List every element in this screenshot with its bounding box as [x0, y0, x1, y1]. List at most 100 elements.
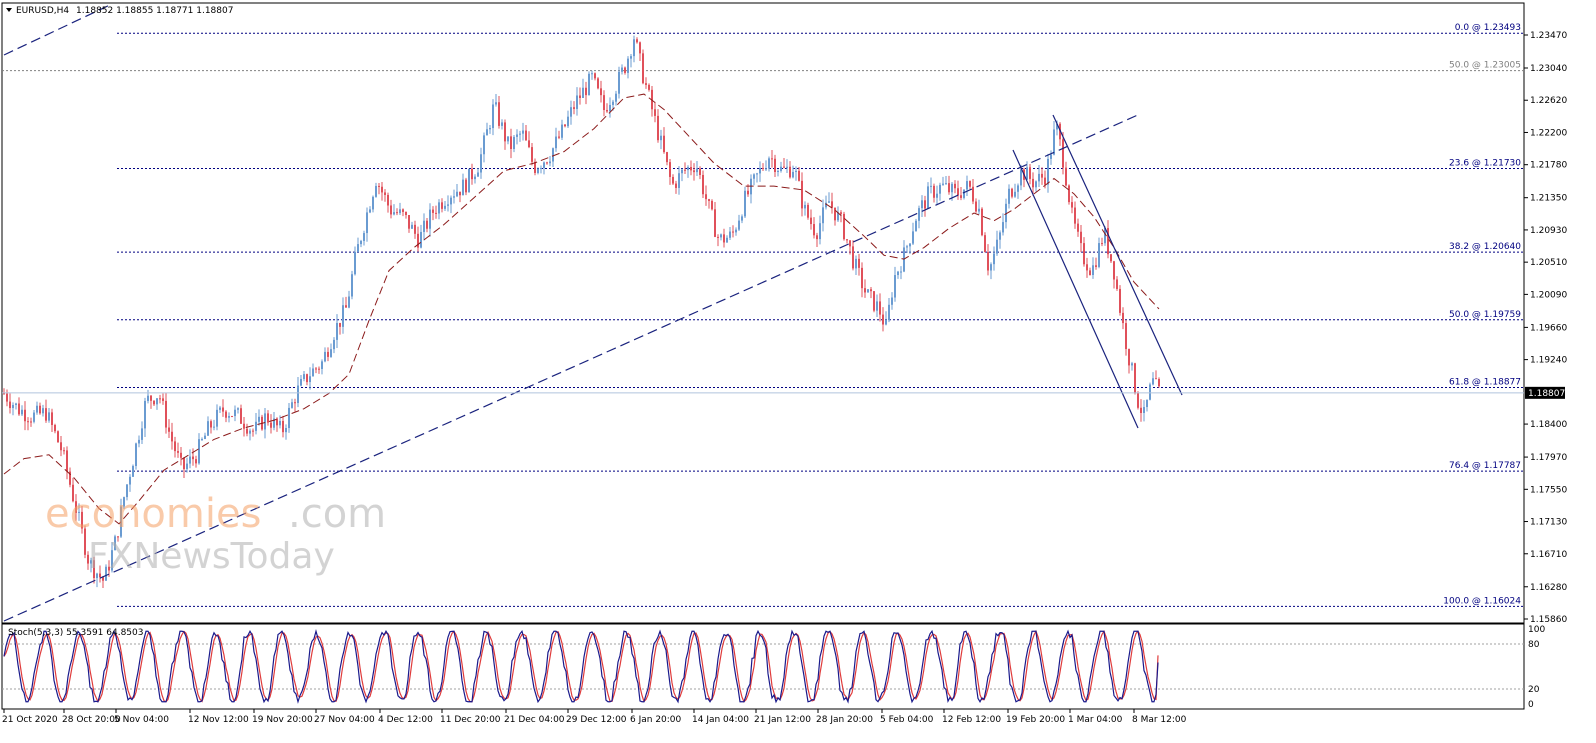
fib-level-label: 23.6 @ 1.21730 [1449, 159, 1521, 169]
bear-candle [816, 235, 818, 240]
bear-candle [39, 405, 41, 414]
bull-candle [288, 407, 290, 429]
channel-upper-line [1052, 114, 1183, 396]
bull-candle [321, 361, 323, 370]
bear-candle [426, 220, 428, 229]
bear-candle [1095, 265, 1097, 267]
bear-candle [6, 393, 8, 402]
bear-candle [624, 67, 626, 73]
bull-candle [615, 93, 617, 102]
bull-candle [1026, 167, 1028, 180]
x-tick-label: 29 Dec 12:00 [566, 715, 627, 725]
bull-candle [207, 421, 209, 436]
bull-candle [234, 409, 236, 417]
fib-level-label: 50.0 @ 1.19759 [1449, 310, 1521, 320]
bear-candle [1125, 323, 1127, 350]
x-tick-label: 28 Jan 20:00 [816, 715, 873, 725]
bear-candle [72, 484, 74, 502]
bull-candle [348, 296, 350, 308]
bull-candle [720, 234, 722, 238]
bull-candle [198, 439, 200, 464]
bull-candle [591, 73, 593, 75]
bear-candle [831, 201, 833, 208]
bull-candle [501, 122, 503, 126]
bull-candle [291, 402, 293, 408]
bear-candle [381, 186, 383, 193]
bull-candle [360, 240, 362, 245]
x-tick-label: 14 Jan 04:00 [692, 715, 749, 725]
bull-candle [1038, 173, 1040, 182]
bull-candle [900, 271, 902, 273]
x-tick-label: 21 Jan 12:00 [754, 715, 811, 725]
bear-candle [597, 78, 599, 89]
bull-candle [513, 136, 515, 150]
bear-candle [390, 205, 392, 215]
bear-candle [705, 194, 707, 200]
bear-candle [645, 83, 647, 85]
y-tick-label: 1.19660 [1530, 323, 1567, 333]
bear-candle [150, 395, 152, 401]
bull-candle [897, 271, 899, 276]
bull-candle [42, 408, 44, 414]
x-tick-label: 19 Nov 20:00 [252, 715, 313, 725]
bull-candle [474, 176, 476, 180]
bull-candle [633, 39, 635, 57]
bull-candle [990, 264, 992, 271]
x-tick-label: 8 Mar 12:00 [1132, 715, 1187, 725]
trendlines [3, 3, 1183, 622]
y-tick-label: 1.17130 [1530, 518, 1567, 528]
bull-candle [129, 476, 131, 485]
bull-candle [1131, 363, 1133, 366]
bull-candle [939, 184, 941, 194]
price-axis: 1.23470 1.23040 1.22620 1.22200 1.21780 1.213… [1524, 31, 1567, 625]
bear-candle [93, 560, 95, 579]
bear-candle [879, 301, 881, 315]
bull-candle [123, 497, 125, 507]
bull-candle [744, 190, 746, 217]
bull-candle [1056, 123, 1058, 130]
bear-candle [1011, 188, 1013, 197]
y-tick-label: 1.17970 [1530, 453, 1567, 463]
bull-candle [978, 208, 980, 212]
bull-candle [279, 420, 281, 426]
bear-candle [861, 267, 863, 289]
bear-candle [852, 246, 854, 269]
bear-candle [771, 158, 773, 160]
bear-candle [636, 39, 638, 43]
bear-candle [396, 212, 398, 214]
bull-candle [759, 167, 761, 174]
bear-candle [510, 136, 512, 150]
bear-candle [558, 136, 560, 138]
bear-candle [972, 186, 974, 202]
bear-candle [987, 251, 989, 271]
bear-candle [924, 200, 926, 209]
bull-candle [951, 183, 953, 193]
bull-candle [570, 107, 572, 117]
symbol-timeframe: EURUSD,H4 [16, 6, 69, 16]
bear-candle [573, 107, 575, 109]
bull-candle [393, 212, 395, 215]
stochastic-label: Stoch(5,3,3) 55.3591 64.8503 [8, 628, 143, 638]
current-price-tag: 1.18807 [1525, 386, 1565, 399]
bear-candle [669, 162, 671, 177]
bull-candle [930, 185, 932, 187]
bear-candle [30, 421, 32, 423]
bull-candle [456, 191, 458, 197]
bear-candle [846, 239, 848, 241]
bull-candle [147, 395, 149, 401]
bull-candle [480, 154, 482, 173]
bull-candle [300, 379, 302, 386]
x-tick-label: 19 Feb 20:00 [1006, 715, 1065, 725]
bull-candle [486, 129, 488, 136]
bear-candle [174, 441, 176, 452]
bear-candle [1155, 378, 1157, 380]
bull-candle [429, 209, 431, 229]
bull-candle [342, 305, 344, 327]
bear-candle [1122, 312, 1124, 324]
bull-candle [309, 376, 311, 383]
bear-candle [54, 424, 56, 432]
bull-candle [297, 385, 299, 403]
bear-candle [585, 87, 587, 96]
bear-candle [732, 231, 734, 233]
triangle-down-icon[interactable] [6, 8, 12, 12]
